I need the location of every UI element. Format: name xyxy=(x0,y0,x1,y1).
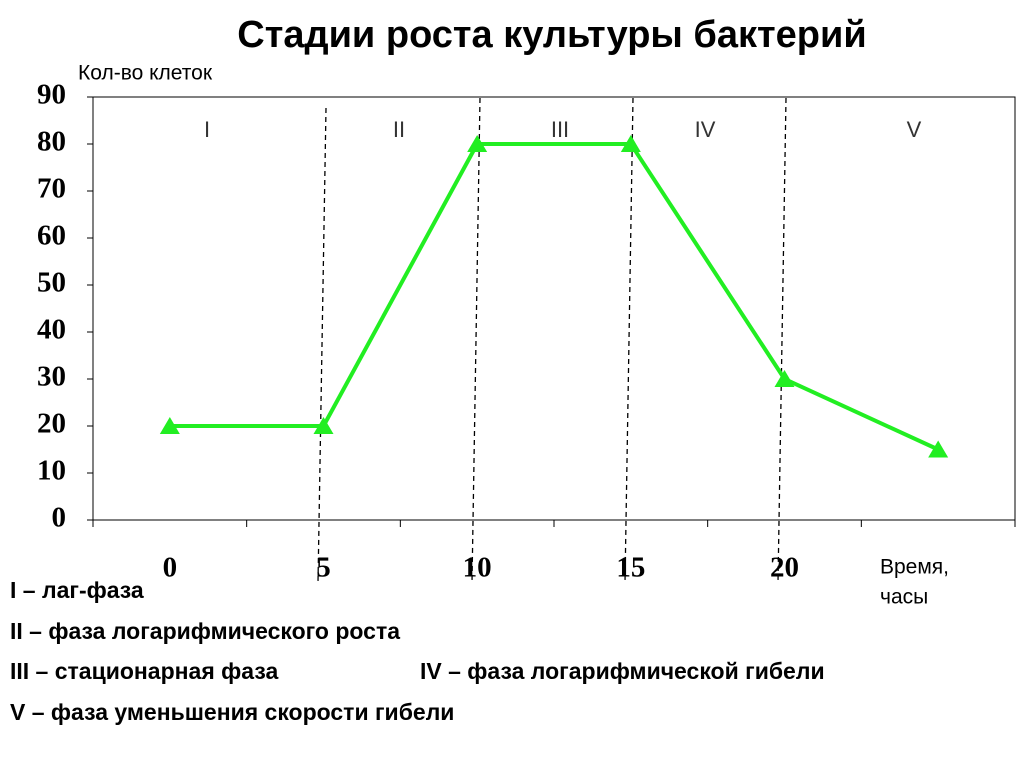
y-tick-label: 70 xyxy=(37,173,66,205)
phase-label: V xyxy=(907,117,922,142)
marker xyxy=(159,417,180,434)
marker xyxy=(928,440,949,458)
phase-boundary xyxy=(777,97,787,583)
y-tick-label: 90 xyxy=(37,79,66,111)
x-axis-label: Время, xyxy=(880,556,949,579)
y-tick-label: 80 xyxy=(37,126,66,158)
marker xyxy=(467,135,488,152)
annotation: I – лаг-фаза xyxy=(10,577,144,603)
phase-boundary xyxy=(624,97,634,583)
phase-label: III xyxy=(551,117,569,142)
x-tick-label: 5 xyxy=(316,552,331,584)
phase-boundary xyxy=(317,107,327,583)
marker xyxy=(774,370,795,387)
y-tick-label: 60 xyxy=(37,220,66,252)
phase-label: II xyxy=(393,117,405,142)
y-tick-label: 0 xyxy=(52,502,67,534)
x-axis-label: часы xyxy=(880,586,928,609)
x-tick-label: 10 xyxy=(463,552,492,584)
line xyxy=(169,142,940,452)
annotation: II – фаза логарифмического роста xyxy=(10,618,400,644)
x-tick-label: 15 xyxy=(616,552,645,584)
y-tick-label: 30 xyxy=(37,361,66,393)
phase-label: IV xyxy=(695,117,716,142)
chart-title: Стадии роста культуры бактерий xyxy=(237,14,866,56)
annotation: IV – фаза логарифмической гибели xyxy=(420,658,825,684)
y-tick-label: 40 xyxy=(37,314,66,346)
y-tick-label: 10 xyxy=(37,455,66,487)
x-tick-label: 20 xyxy=(770,552,799,584)
y-tick-label: 20 xyxy=(37,408,66,440)
annotation: III – стационарная фаза xyxy=(10,658,278,684)
x-tick-label: 0 xyxy=(163,552,178,584)
annotation: V – фаза уменьшения скорости гибели xyxy=(10,699,454,725)
phase-boundary xyxy=(471,97,481,583)
y-tick-label: 50 xyxy=(37,267,66,299)
plot-area xyxy=(92,96,1016,521)
marker xyxy=(313,417,334,434)
y-axis-label: Кол-во клеток xyxy=(78,62,213,85)
phase-label: I xyxy=(204,117,210,142)
marker xyxy=(620,135,641,152)
